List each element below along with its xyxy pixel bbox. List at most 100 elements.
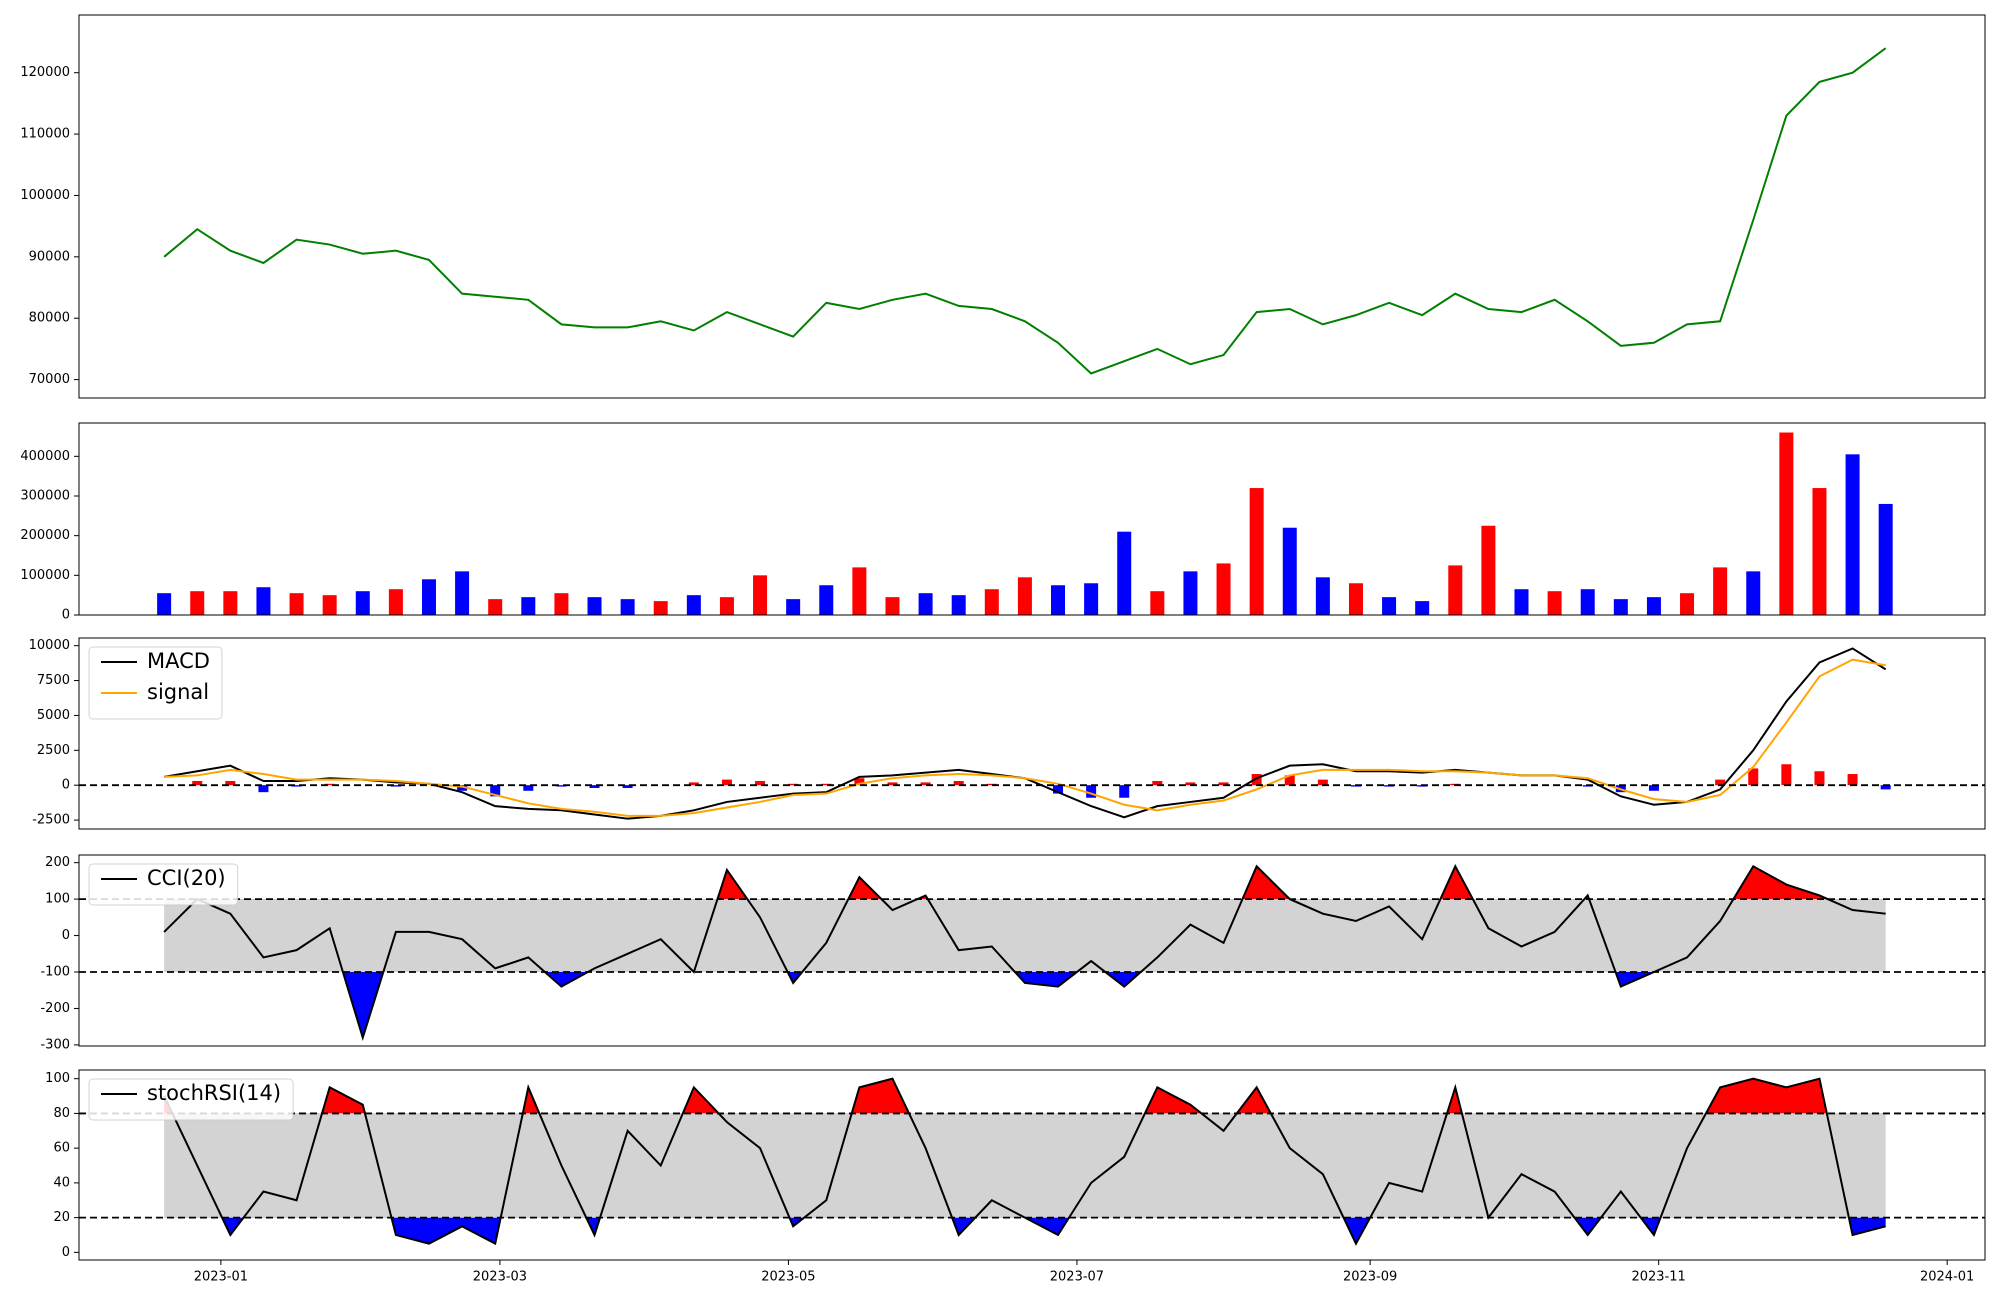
volume-bar — [554, 593, 569, 615]
legend-label: CCI(20) — [147, 866, 226, 890]
legend-box — [88, 1078, 294, 1121]
histogram-bar — [1086, 785, 1097, 798]
volume-bar — [1150, 591, 1165, 615]
axes-frame — [78, 854, 1986, 1047]
axes-frame — [78, 14, 1986, 399]
y-tick-label: 100000 — [20, 568, 70, 583]
x-tick-label: 2024-01 — [1920, 1270, 1974, 1285]
volume-bar — [719, 597, 734, 615]
volume-bar — [488, 599, 503, 615]
volume-bar — [1514, 589, 1529, 615]
y-tick-label: 90000 — [29, 249, 70, 264]
histogram-bar — [1748, 768, 1759, 786]
histogram-bar — [1814, 771, 1825, 786]
volume-bar — [1845, 454, 1860, 615]
histogram-bar — [755, 781, 766, 786]
histogram-bar — [523, 785, 534, 791]
volume-bar — [1084, 583, 1099, 615]
histogram-bar — [225, 781, 236, 786]
y-tick-label: 400000 — [20, 449, 70, 464]
histogram-bar — [788, 783, 799, 786]
y-tick-label: 0 — [62, 928, 70, 943]
legend-label: signal — [147, 680, 209, 704]
volume-bar — [1680, 593, 1695, 615]
histogram-bar — [589, 785, 600, 788]
volume-bar — [223, 591, 238, 615]
volume-bar — [653, 601, 668, 615]
y-tick-label: 20 — [53, 1210, 70, 1225]
histogram-bar — [1648, 785, 1659, 791]
y-tick-label: 200 — [45, 855, 70, 870]
band — [164, 1113, 1886, 1218]
plot-area — [79, 647, 1985, 820]
series-line — [163, 1077, 1886, 1246]
plot-area — [163, 47, 1887, 375]
y-tick-label: 2500 — [37, 743, 70, 758]
volume-bar — [620, 599, 635, 615]
x-tick-label: 2023-01 — [194, 1270, 248, 1285]
histogram-bar — [1152, 781, 1163, 786]
price-line — [163, 47, 1887, 375]
histogram-bar — [854, 778, 865, 786]
volume-bar — [587, 597, 602, 615]
volume-bar — [421, 579, 436, 615]
y-tick-label: 0 — [62, 1245, 70, 1260]
histogram-bar — [1251, 774, 1262, 786]
volume-bar — [918, 593, 933, 615]
x-tick-label: 2023-05 — [761, 1270, 815, 1285]
histogram-bar — [821, 783, 832, 786]
histogram-bar — [1715, 779, 1726, 786]
volume-bar — [1746, 571, 1761, 615]
below-fill — [222, 1217, 1886, 1244]
histogram-bar — [887, 782, 898, 786]
y-tick-label: 100 — [45, 892, 70, 907]
y-tick-label: -300 — [40, 1037, 70, 1052]
histogram-bar — [986, 783, 997, 786]
volume-bar — [1580, 589, 1595, 615]
histogram-bar — [721, 779, 732, 786]
histogram-bar — [688, 782, 699, 786]
volume-bar — [1249, 488, 1264, 615]
plot-area — [157, 432, 1893, 615]
volume-bar — [1216, 563, 1231, 615]
histogram-bar — [953, 781, 964, 786]
x-tick-label: 2023-11 — [1631, 1270, 1685, 1285]
volume-bar — [1547, 591, 1562, 615]
axes-frame — [78, 422, 1986, 616]
above-fill — [164, 1078, 1827, 1114]
histogram-bar — [1847, 774, 1858, 786]
volume-bar — [1812, 488, 1827, 615]
volume-bar — [190, 591, 205, 615]
volume-bar — [1017, 577, 1032, 615]
axes-frame — [78, 1069, 1986, 1261]
plot-area — [79, 1077, 1985, 1246]
histogram-bar — [1317, 779, 1328, 786]
histogram-bar — [390, 785, 401, 787]
volume-bar — [322, 595, 337, 615]
axes-frame — [78, 637, 1986, 830]
volume-bar — [753, 575, 768, 615]
volume-bar — [1481, 525, 1496, 615]
volume-bar — [1646, 597, 1661, 615]
histogram-bar — [622, 785, 633, 788]
volume-bar — [1415, 601, 1430, 615]
volume-bar — [1448, 565, 1463, 615]
y-tick-label: 200000 — [20, 528, 70, 543]
histogram-bar — [490, 785, 501, 797]
histogram-bar — [258, 785, 269, 793]
y-tick-label: 80 — [53, 1106, 70, 1121]
y-tick-label: -2500 — [32, 813, 70, 828]
volume-bar — [885, 597, 900, 615]
volume-bar — [1382, 597, 1397, 615]
volume-bar — [819, 585, 834, 615]
histogram-bar — [457, 785, 468, 791]
histogram-bar — [1053, 785, 1064, 794]
volume-bar — [521, 597, 536, 615]
y-tick-label: 70000 — [29, 372, 70, 387]
series-line — [163, 864, 1886, 1042]
series-line — [163, 647, 1887, 820]
volume-bar — [984, 589, 999, 615]
histogram-bar — [1880, 785, 1891, 790]
